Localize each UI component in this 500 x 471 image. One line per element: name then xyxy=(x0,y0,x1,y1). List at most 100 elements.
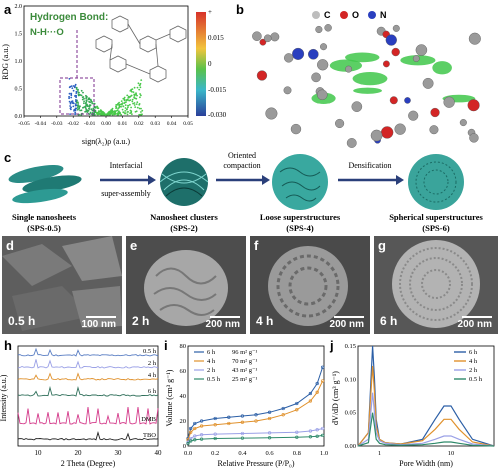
rdg-point xyxy=(133,104,136,106)
xrd-line xyxy=(17,372,159,381)
iso-line xyxy=(187,428,323,443)
atom xyxy=(389,96,398,105)
rdg-point xyxy=(118,101,120,104)
rdg-point xyxy=(90,108,93,111)
rdg-point xyxy=(68,92,71,95)
sheet-texture xyxy=(2,236,122,331)
panel-label-c: c xyxy=(4,150,12,165)
rdg-point xyxy=(68,77,71,80)
molecule-sketch xyxy=(95,15,187,83)
scale-bar-g xyxy=(462,316,492,318)
rdg-point xyxy=(94,109,97,112)
xrd-xtick: 40 xyxy=(155,449,163,457)
rdg-ytick: 0.0 xyxy=(15,114,23,120)
rdg-point xyxy=(111,114,114,116)
scale-bar-d xyxy=(86,316,116,318)
rdg-point xyxy=(97,111,100,114)
rdg-ytick: 1.0 xyxy=(15,59,23,65)
rdg-point xyxy=(91,101,93,103)
rdg-point xyxy=(85,96,88,98)
rdg-point xyxy=(84,105,87,108)
xrd-series-label: DMB xyxy=(141,416,156,423)
rdg-point xyxy=(83,97,85,100)
pore-ytick: 0.10 xyxy=(345,376,356,383)
sem-image-g: g 6 h 200 nm xyxy=(374,236,498,334)
iso-xtick: 1.0 xyxy=(320,450,328,457)
sem-e-scale: 200 nm xyxy=(205,319,240,330)
cb-tick-3: -0.015 xyxy=(208,86,227,94)
rdg-point xyxy=(131,113,133,115)
atom xyxy=(270,32,280,42)
iso-xtick: 0.4 xyxy=(238,450,247,457)
legend-n: N xyxy=(380,10,387,20)
xrd-line xyxy=(17,430,159,441)
rdg-xtick: 0.04 xyxy=(167,121,177,127)
iso-point xyxy=(193,438,197,442)
iso-ytick: 80 xyxy=(180,343,187,350)
rdg-point xyxy=(70,96,73,99)
xrd-ylabel: Intensity (a.u.) xyxy=(0,374,8,421)
rdg-point xyxy=(124,112,127,115)
atom xyxy=(391,47,400,57)
rdg-point xyxy=(124,104,127,106)
iso-point xyxy=(189,426,193,431)
rdg-point xyxy=(138,88,141,91)
rdg-point xyxy=(133,102,136,104)
rdg-point xyxy=(118,104,121,107)
atom xyxy=(265,107,278,120)
pore-ticks: 1 10 0.00 0.05 0.10 0.15 xyxy=(345,343,455,457)
sem-image-e: e 2 h 200 nm xyxy=(126,236,246,334)
rdg-point xyxy=(131,90,133,93)
rdg-point xyxy=(133,96,136,99)
assembly-schematic: Interfacial super-assembly Oriented comp… xyxy=(8,152,483,233)
loose-texture xyxy=(268,246,348,326)
rdg-xtick: -0.05 xyxy=(18,121,30,127)
rdg-point xyxy=(94,106,97,109)
iso-point xyxy=(193,434,197,438)
iso-point xyxy=(308,391,313,396)
atom xyxy=(308,48,319,60)
rdg-point xyxy=(131,98,134,101)
pore-frame xyxy=(357,345,495,447)
xrd-series-label: TBO xyxy=(143,432,156,439)
rdg-point xyxy=(75,100,77,103)
atom xyxy=(412,55,420,62)
rdg-point xyxy=(74,94,77,97)
nanosheet-cluster-illustration xyxy=(159,158,209,206)
rdg-yticks: 0.0 0.5 1.0 1.5 2.0 xyxy=(15,4,23,120)
rdg-point xyxy=(139,86,142,89)
cb-tick-0: + xyxy=(208,8,212,16)
pore-xtick: 1 xyxy=(378,450,381,457)
iso-point xyxy=(199,433,204,437)
atom xyxy=(317,59,329,71)
iso-point xyxy=(267,436,272,440)
panel-label-b: b xyxy=(236,2,244,17)
rdg-point xyxy=(124,107,127,109)
xrd-xtick: 10 xyxy=(35,449,43,457)
iso-point xyxy=(213,436,217,441)
rdg-point xyxy=(141,109,144,112)
arrow-3-top: Densification xyxy=(348,161,391,170)
xrd-xticks: 10 20 30 40 xyxy=(35,449,163,457)
rdg-point xyxy=(93,113,96,116)
rdg-point xyxy=(138,103,141,106)
iso-point xyxy=(186,441,190,446)
rdg-point xyxy=(95,111,98,114)
atom xyxy=(335,118,345,129)
rdg-point xyxy=(136,86,139,89)
iso-ytick: 20 xyxy=(180,418,187,425)
iso-legend-name: 6 h xyxy=(207,349,216,356)
rdg-point xyxy=(70,101,72,104)
iso-point xyxy=(295,435,299,439)
atom xyxy=(284,53,294,63)
rdg-point xyxy=(134,106,137,108)
iso-point xyxy=(240,420,245,424)
rdg-point xyxy=(84,110,86,113)
iso-legend-area: 70 m² g⁻¹ xyxy=(232,358,257,365)
iso-legend-name: 0.5 h xyxy=(207,376,221,383)
rdg-plot-frame xyxy=(23,5,189,117)
rdg-point xyxy=(92,107,95,110)
iso-point xyxy=(199,424,204,428)
rdg-point xyxy=(132,91,135,93)
rdg-point xyxy=(126,108,128,110)
